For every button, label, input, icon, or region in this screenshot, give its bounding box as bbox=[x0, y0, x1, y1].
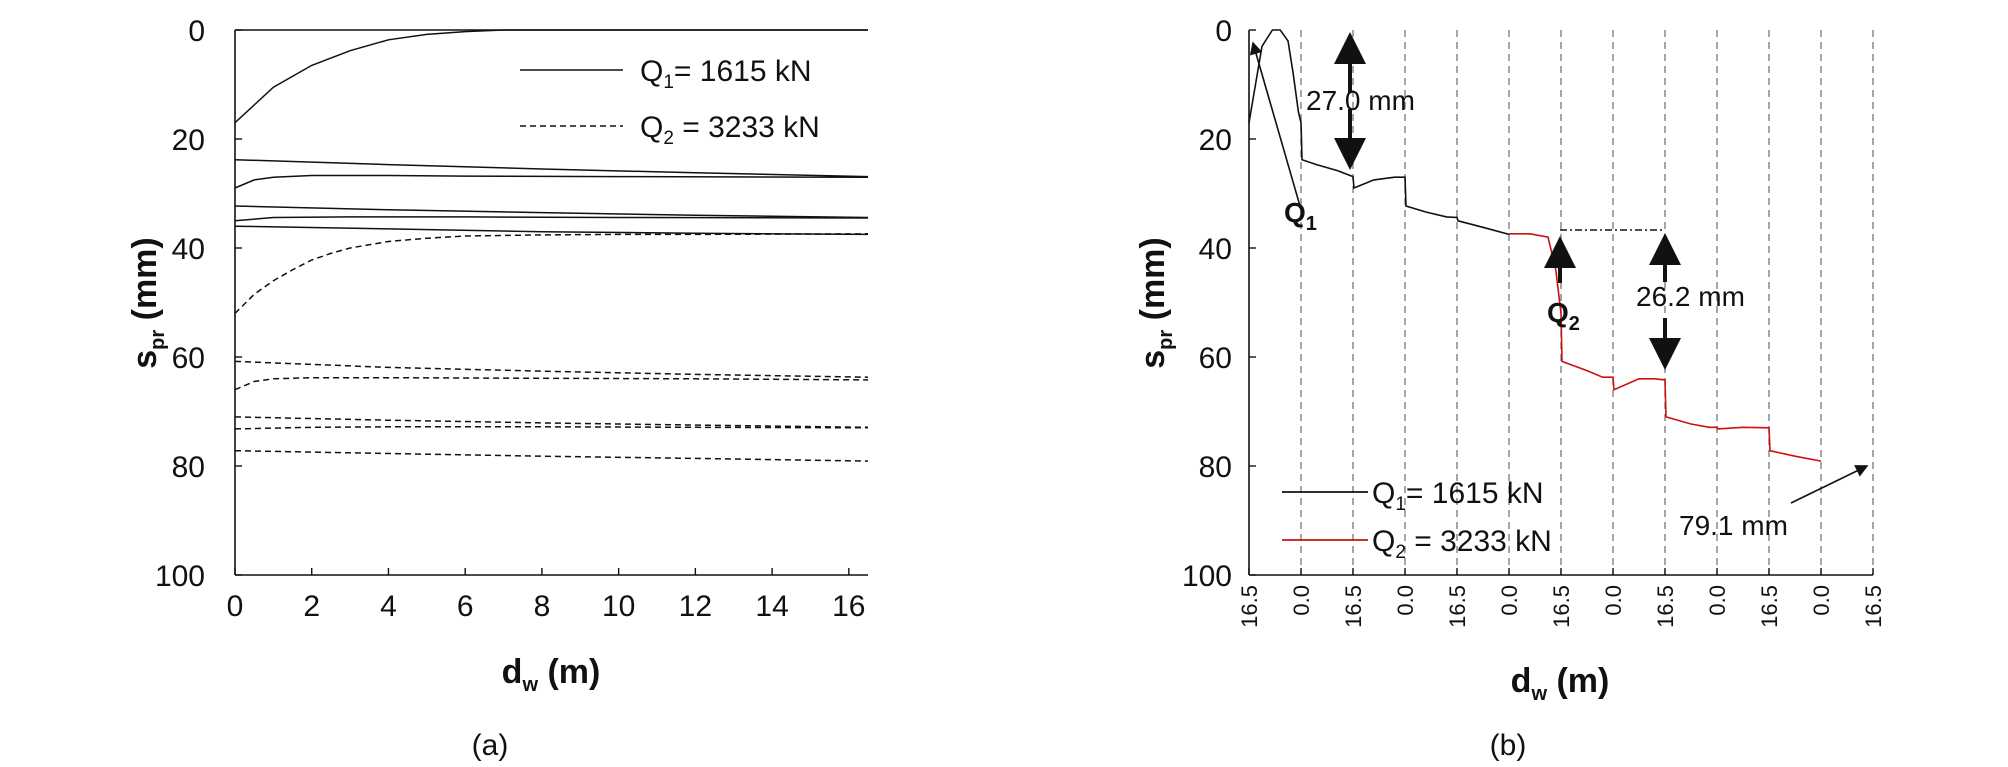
panel-b-pass-dividers bbox=[1300, 30, 1874, 575]
panel-a-x-axis-label: dw (m) bbox=[502, 653, 601, 696]
annotation-q2-label: Q2 bbox=[1547, 297, 1580, 335]
panel-b-legend: Q1= 1615 kN Q2 = 3233 kN bbox=[1282, 477, 1552, 563]
panel-b-x-tick-label: 0.0 bbox=[1705, 585, 1730, 616]
panel-a-series-q1-line bbox=[234, 158, 869, 178]
panel-a-x-tick-label: 0 bbox=[227, 590, 244, 623]
panel-a-series-q1-line bbox=[234, 174, 869, 189]
panel-a-y-tick-label: 20 bbox=[172, 124, 205, 157]
panel-b-x-tick-label: 16.5 bbox=[1549, 585, 1574, 628]
panel-b-y-tick-label: 20 bbox=[1199, 124, 1232, 157]
panel-b-y-ticks: 0 20 40 60 80 100 bbox=[1182, 15, 1256, 593]
panel-a-series-q2-line bbox=[234, 449, 869, 462]
panel-a-x-tick-label: 16 bbox=[832, 590, 865, 623]
panel-a-x-tick-label: 2 bbox=[303, 590, 320, 623]
panel-a-y-tick-label: 40 bbox=[172, 233, 205, 266]
panel-a-x-tick-label: 6 bbox=[457, 590, 474, 623]
panel-b-x-ticks: 16.5 0.0 16.5 0.0 16.5 0.0 16.5 0.0 16.5 0.0 16.5 0… bbox=[1237, 568, 1886, 628]
panel-a-x-tick-label: 14 bbox=[755, 590, 788, 623]
annotation-q1-pointer bbox=[1249, 41, 1301, 207]
panel-a-caption: (a) bbox=[472, 729, 509, 762]
panel-a-y-tick-label: 80 bbox=[172, 451, 205, 484]
panel-b-x-tick-label: 0.0 bbox=[1393, 585, 1418, 616]
panel-b-x-axis-label: dw (m) bbox=[1511, 662, 1610, 705]
annotation-q1-label: Q1 bbox=[1284, 197, 1317, 235]
panel-a-series-q1-line bbox=[234, 205, 869, 219]
panel-b-y-tick-label: 0 bbox=[1215, 15, 1232, 48]
panel-a-x-tick-label: 8 bbox=[534, 590, 551, 623]
panel-a-series-q2-line bbox=[234, 426, 869, 430]
panel-b-x-tick-label: 16.5 bbox=[1341, 585, 1366, 628]
panel-a-y-tick-label: 60 bbox=[172, 342, 205, 375]
panel-a-y-axis-label: spr (mm) bbox=[126, 237, 169, 368]
annotation-27mm-label: 27.0 mm bbox=[1306, 85, 1415, 116]
annotation-26mm-label: 26.2 mm bbox=[1636, 281, 1745, 312]
panel-b-y-tick-label: 40 bbox=[1199, 233, 1232, 266]
panel-b: 16.5 0.0 16.5 0.0 16.5 0.0 16.5 0.0 16.5 0.0 16.5 0… bbox=[1134, 15, 1886, 762]
panel-b-x-tick-label: 16.5 bbox=[1653, 585, 1678, 628]
panel-b-x-tick-label: 0.0 bbox=[1809, 585, 1834, 616]
panel-b-series-q1-line bbox=[1248, 29, 1510, 236]
annotation-79mm-label: 79.1 mm bbox=[1679, 510, 1788, 541]
panel-a-series-q2-line bbox=[234, 376, 869, 391]
panel-a-legend-q2: Q2 = 3233 kN bbox=[640, 111, 820, 149]
panel-a-legend-q1: Q1= 1615 kN bbox=[640, 55, 812, 93]
panel-b-y-axis-label: spr (mm) bbox=[1134, 237, 1177, 368]
panel-a: 0 2 4 6 8 10 12 14 16 0 20 40 60 80 100 Q1= 1615 kN Q… bbox=[126, 15, 869, 762]
panel-b-x-tick-label: 16.5 bbox=[1445, 585, 1470, 628]
panel-a-series-q2-line bbox=[234, 416, 869, 429]
panel-a-series-q2-line bbox=[234, 360, 869, 378]
panel-b-y-tick-label: 80 bbox=[1199, 451, 1232, 484]
panel-a-y-tick-label: 0 bbox=[188, 15, 205, 48]
panel-a-x-ticks: 0 2 4 6 8 10 12 14 16 bbox=[227, 568, 866, 623]
panel-b-x-tick-label: 16.5 bbox=[1861, 585, 1886, 628]
panel-a-x-tick-label: 12 bbox=[679, 590, 712, 623]
panel-b-y-tick-label: 60 bbox=[1199, 342, 1232, 375]
annotation-79mm-pointer bbox=[1790, 465, 1869, 504]
panel-b-series-q2-line bbox=[1509, 233, 1822, 462]
panel-a-series-q1-line bbox=[234, 216, 869, 222]
panel-b-x-tick-label: 16.5 bbox=[1237, 585, 1262, 628]
panel-a-series-layer bbox=[234, 29, 869, 462]
panel-b-x-tick-label: 0.0 bbox=[1289, 585, 1314, 616]
panel-a-series-q2-line bbox=[234, 233, 869, 314]
panel-b-annotations: 27.0 mm Q1 Q2 26.2 mm 79.1 mm bbox=[1249, 32, 1869, 541]
panel-b-x-tick-label: 0.0 bbox=[1497, 585, 1522, 616]
panel-b-legend-q1: Q1= 1615 kN bbox=[1372, 477, 1544, 515]
panel-a-series-q1-line bbox=[234, 225, 869, 236]
panel-a-x-tick-label: 10 bbox=[602, 590, 635, 623]
panel-a-x-tick-label: 4 bbox=[380, 590, 397, 623]
panel-b-legend-q2: Q2 = 3233 kN bbox=[1372, 525, 1552, 563]
panel-a-y-tick-label: 100 bbox=[155, 560, 205, 593]
panel-b-y-tick-label: 100 bbox=[1182, 560, 1232, 593]
panel-a-legend: Q1= 1615 kN Q2 = 3233 kN bbox=[520, 55, 820, 149]
panel-b-x-tick-label: 16.5 bbox=[1757, 585, 1782, 628]
panel-b-series-layer bbox=[1248, 29, 1822, 462]
panel-b-caption: (b) bbox=[1490, 729, 1527, 762]
panel-b-x-tick-label: 0.0 bbox=[1601, 585, 1626, 616]
panel-a-y-ticks: 0 20 40 60 80 100 bbox=[155, 15, 242, 593]
